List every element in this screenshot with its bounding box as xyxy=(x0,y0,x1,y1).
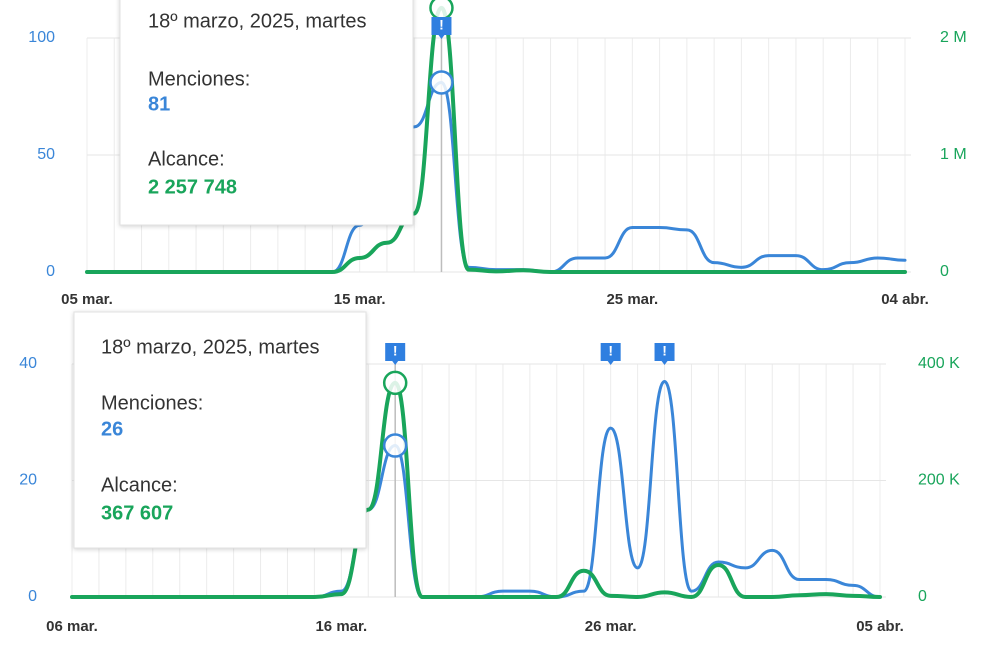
event-marker-badge xyxy=(600,343,621,365)
event-marker-label: ! xyxy=(608,343,613,359)
tooltip-value: 2 257 748 xyxy=(148,176,237,198)
series-line xyxy=(70,380,882,600)
y-tick-label: 0 xyxy=(46,263,55,280)
y2-tick-label: 1 M xyxy=(940,146,967,163)
tooltip-label: Alcance: xyxy=(148,148,225,170)
hover-point xyxy=(429,70,454,95)
event-marker[interactable]: ! xyxy=(600,343,621,365)
x-tick-label: 06 mar. xyxy=(46,618,98,635)
hover-point xyxy=(382,433,408,458)
y2-tick-label: 200 K xyxy=(918,472,960,489)
tooltip-box xyxy=(73,311,367,549)
series-line xyxy=(85,5,907,274)
x-tick-label: 04 abr. xyxy=(881,291,929,308)
tooltip-box xyxy=(119,0,414,226)
tooltip-label: Menciones: xyxy=(148,68,250,90)
event-marker-badge xyxy=(654,343,675,365)
y-tick-label: 50 xyxy=(37,146,55,163)
tooltip-title: 18º marzo, 2025, martes xyxy=(101,336,320,358)
y-tick-label: 20 xyxy=(19,472,37,489)
y-tick-label: 0 xyxy=(28,588,37,605)
x-tick-label: 05 mar. xyxy=(61,291,113,308)
tooltip-label: Menciones: xyxy=(101,392,203,414)
y2-tick-label: 0 xyxy=(940,263,949,280)
event-marker-badge xyxy=(385,343,406,365)
y-tick-label: 100 xyxy=(28,29,55,46)
y-tick-label: 40 xyxy=(19,355,37,372)
event-marker-label: ! xyxy=(662,343,667,359)
event-marker-label: ! xyxy=(439,17,444,33)
event-marker-badge xyxy=(431,17,452,39)
tooltip-title: 18º marzo, 2025, martes xyxy=(148,10,367,32)
tooltip-label: Alcance: xyxy=(101,474,178,496)
y2-tick-label: 0 xyxy=(918,588,927,605)
x-tick-label: 25 mar. xyxy=(606,291,658,308)
x-tick-label: 16 mar. xyxy=(315,618,367,635)
y2-tick-label: 400 K xyxy=(918,355,960,372)
event-marker[interactable]: ! xyxy=(431,17,452,39)
event-marker[interactable]: ! xyxy=(654,343,675,365)
event-marker-label: ! xyxy=(393,343,398,359)
tooltip-value: 367 607 xyxy=(101,502,173,524)
event-marker[interactable]: ! xyxy=(385,343,406,365)
y2-tick-label: 2 M xyxy=(940,29,967,46)
hover-point xyxy=(382,370,408,396)
tooltip-value: 26 xyxy=(101,418,123,440)
x-tick-label: 26 mar. xyxy=(585,618,637,635)
tooltip-value: 81 xyxy=(148,93,170,115)
x-tick-label: 15 mar. xyxy=(334,291,386,308)
x-tick-label: 05 abr. xyxy=(856,618,904,635)
